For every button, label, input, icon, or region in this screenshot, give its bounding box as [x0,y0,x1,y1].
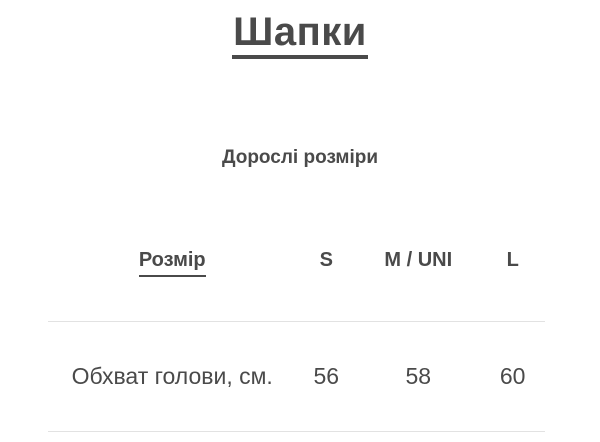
column-header-s: S [319,249,333,271]
table-row: Обхват голови, см. 56 58 60 [48,321,545,432]
column-header-size: Розмір [48,246,297,322]
column-header-l: L [506,249,519,271]
page-title: Шапки [0,11,600,59]
cell-value-m-uni: 58 [356,321,481,432]
header-row: Розмір S M / UNI L [48,246,545,322]
column-header-m-uni: M / UNI [384,249,453,271]
section-subtitle: Дорослі розміри [221,147,379,168]
size-table: Розмір S M / UNI L Обхват голови, см. 56… [48,246,545,432]
page-title-text: Шапки [232,11,368,59]
column-header-size-label: Розмір [138,246,206,277]
row-label-head-circumference: Обхват голови, см. [48,321,297,432]
cell-value-s: 56 [296,321,357,432]
cell-value-l: 60 [480,321,545,432]
